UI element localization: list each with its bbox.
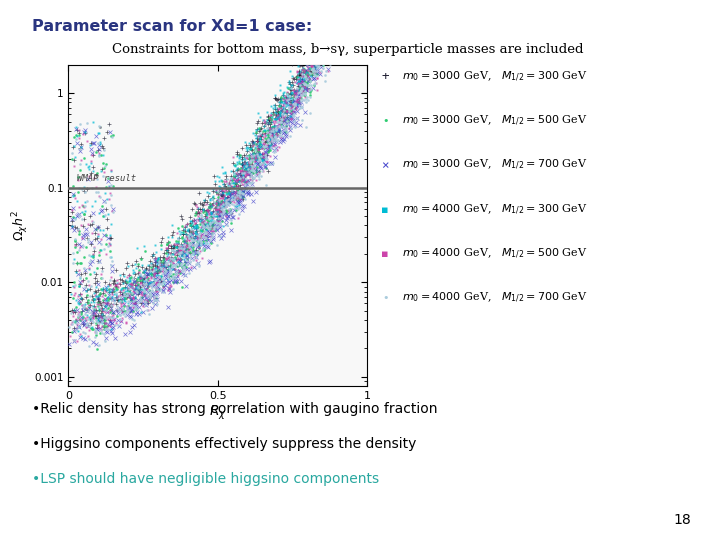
Text: •LSP should have negligible higgsino components: •LSP should have negligible higgsino com…: [32, 472, 379, 487]
Text: $m_0 = 4000$ GeV,   $M_{1/2} = 700$ GeV: $m_0 = 4000$ GeV, $M_{1/2} = 700$ GeV: [402, 291, 588, 305]
Text: $m_0 = 3000$ GeV,   $M_{1/2} = 300$ GeV: $m_0 = 3000$ GeV, $M_{1/2} = 300$ GeV: [402, 70, 588, 84]
Text: $m_0 = 4000$ GeV,   $M_{1/2} = 500$ GeV: $m_0 = 4000$ GeV, $M_{1/2} = 500$ GeV: [402, 247, 588, 261]
Text: WMAP result: WMAP result: [77, 174, 137, 183]
Text: 18: 18: [673, 512, 691, 526]
Text: $m_0 = 3000$ GeV,   $M_{1/2} = 500$ GeV: $m_0 = 3000$ GeV, $M_{1/2} = 500$ GeV: [402, 114, 588, 128]
Text: •: •: [382, 116, 389, 126]
Text: $m_0 = 3000$ GeV,   $M_{1/2} = 700$ GeV: $m_0 = 3000$ GeV, $M_{1/2} = 700$ GeV: [402, 158, 588, 172]
Text: ×: ×: [382, 159, 389, 172]
Text: $m_0 = 4000$ GeV,   $M_{1/2} = 300$ GeV: $m_0 = 4000$ GeV, $M_{1/2} = 300$ GeV: [402, 202, 588, 217]
Text: Constraints for bottom mass, b→sγ, superparticle masses are included: Constraints for bottom mass, b→sγ, super…: [112, 43, 583, 56]
Text: ▪: ▪: [382, 249, 389, 259]
Y-axis label: $\Omega_\chi h^2$: $\Omega_\chi h^2$: [11, 210, 31, 241]
Text: •: •: [382, 293, 389, 303]
Text: +: +: [382, 70, 389, 83]
Text: •Higgsino components effectively suppress the density: •Higgsino components effectively suppres…: [32, 437, 417, 451]
Text: ▪: ▪: [382, 205, 389, 214]
Text: Parameter scan for Xd=1 case:: Parameter scan for Xd=1 case:: [32, 19, 312, 34]
Text: •Relic density has strong correlation with gaugino fraction: •Relic density has strong correlation wi…: [32, 402, 438, 416]
X-axis label: $R_\chi$: $R_\chi$: [209, 404, 227, 422]
